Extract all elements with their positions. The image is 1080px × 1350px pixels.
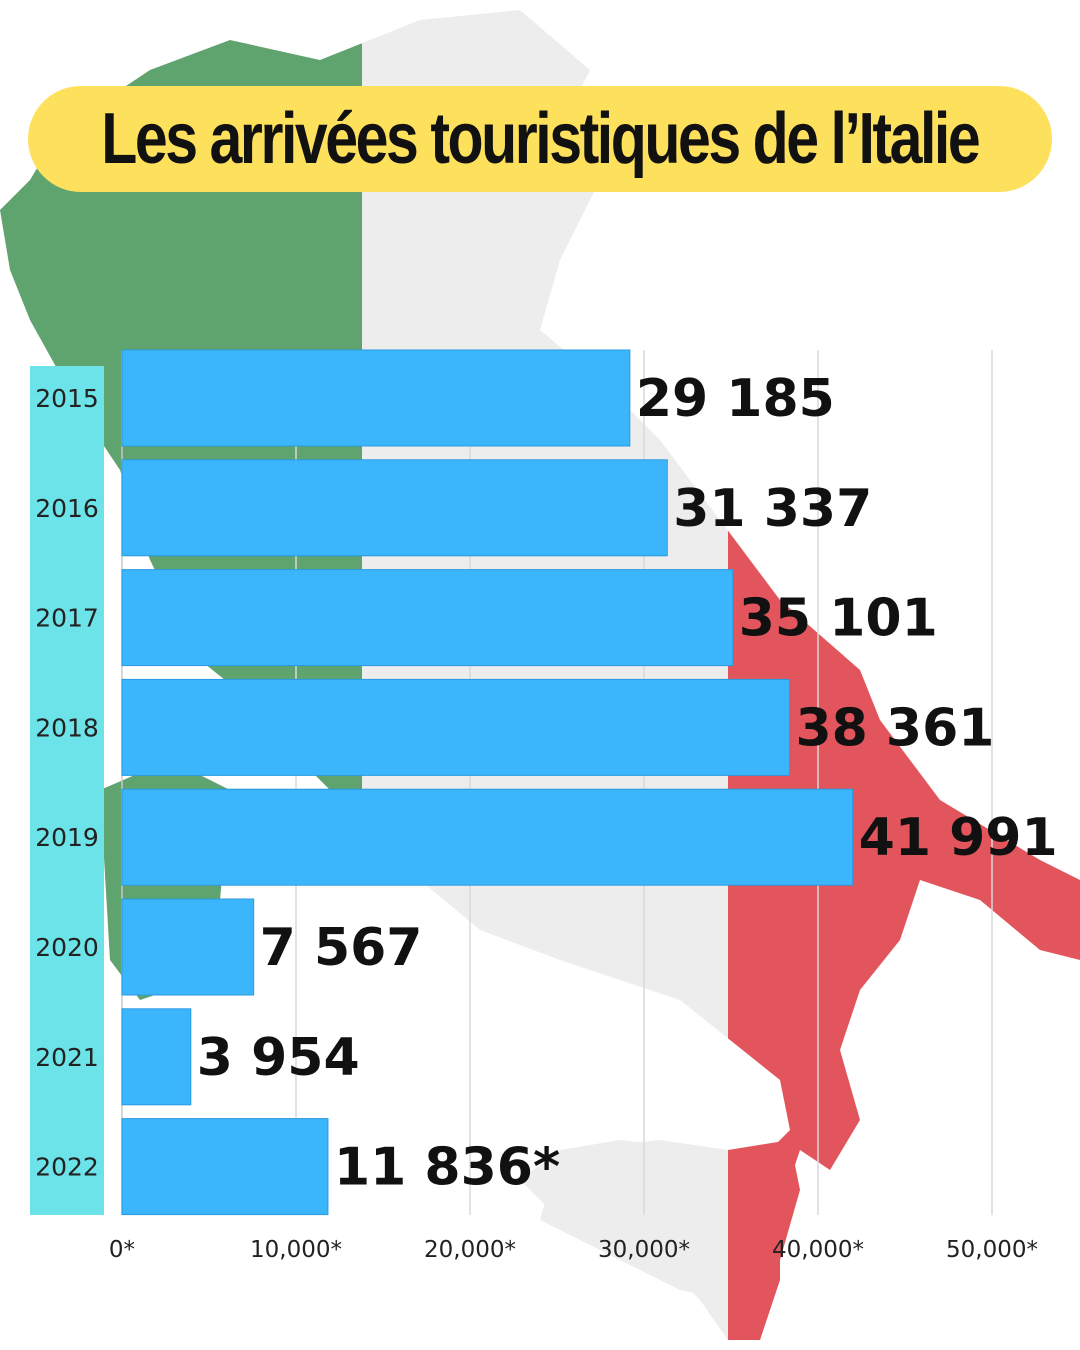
bar-2021 bbox=[121, 1008, 192, 1106]
year-label-2015: 2015 bbox=[35, 384, 99, 413]
x-tick-label: 40,000* bbox=[772, 1237, 864, 1263]
year-label-2022: 2022 bbox=[35, 1153, 99, 1182]
bar-2015 bbox=[121, 349, 631, 447]
category-labels: 2015 2016 2017 2018 2019 2020 2021 2022 bbox=[35, 384, 99, 1182]
bar-2022 bbox=[121, 1118, 329, 1216]
bar-2019 bbox=[121, 788, 854, 886]
value-label-2016: 31 337 bbox=[673, 479, 872, 539]
value-label-2022: 11 836* bbox=[334, 1138, 560, 1198]
year-label-2021: 2021 bbox=[35, 1043, 99, 1072]
year-label-2019: 2019 bbox=[35, 823, 99, 852]
x-tick-label: 10,000* bbox=[250, 1237, 342, 1263]
bar-2017 bbox=[121, 569, 734, 667]
year-label-strip bbox=[30, 366, 104, 1215]
x-tick-label: 30,000* bbox=[598, 1237, 690, 1263]
year-label-2020: 2020 bbox=[35, 933, 99, 962]
value-label-2017: 35 101 bbox=[739, 589, 938, 649]
bar-2020 bbox=[121, 898, 255, 996]
bar-2018 bbox=[121, 678, 790, 776]
value-label-2021: 3 954 bbox=[197, 1028, 360, 1088]
value-label-2019: 41 991 bbox=[859, 808, 1058, 868]
x-tick-label: 0* bbox=[109, 1237, 135, 1263]
x-axis-tick-labels: 0* 10,000* 20,000* 30,000* 40,000* 50,000* bbox=[109, 1237, 1038, 1263]
bar-2016 bbox=[121, 459, 668, 557]
x-tick-label: 50,000* bbox=[946, 1237, 1038, 1263]
value-label-2015: 29 185 bbox=[636, 369, 835, 429]
x-tick-label: 20,000* bbox=[424, 1237, 516, 1263]
value-label-2018: 38 361 bbox=[795, 698, 994, 758]
value-label-2020: 7 567 bbox=[260, 918, 423, 978]
title-banner: Les arrivées touristiques de l’Italie bbox=[28, 86, 1052, 192]
year-label-2017: 2017 bbox=[35, 604, 99, 633]
chart-title: Les arrivées touristiques de l’Italie bbox=[101, 99, 981, 179]
year-label-2018: 2018 bbox=[35, 713, 99, 742]
bars bbox=[121, 349, 854, 1216]
value-labels: 29 185 31 337 35 101 38 361 41 991 7 567 3 954… bbox=[197, 369, 1058, 1198]
year-label-2016: 2016 bbox=[35, 494, 99, 523]
